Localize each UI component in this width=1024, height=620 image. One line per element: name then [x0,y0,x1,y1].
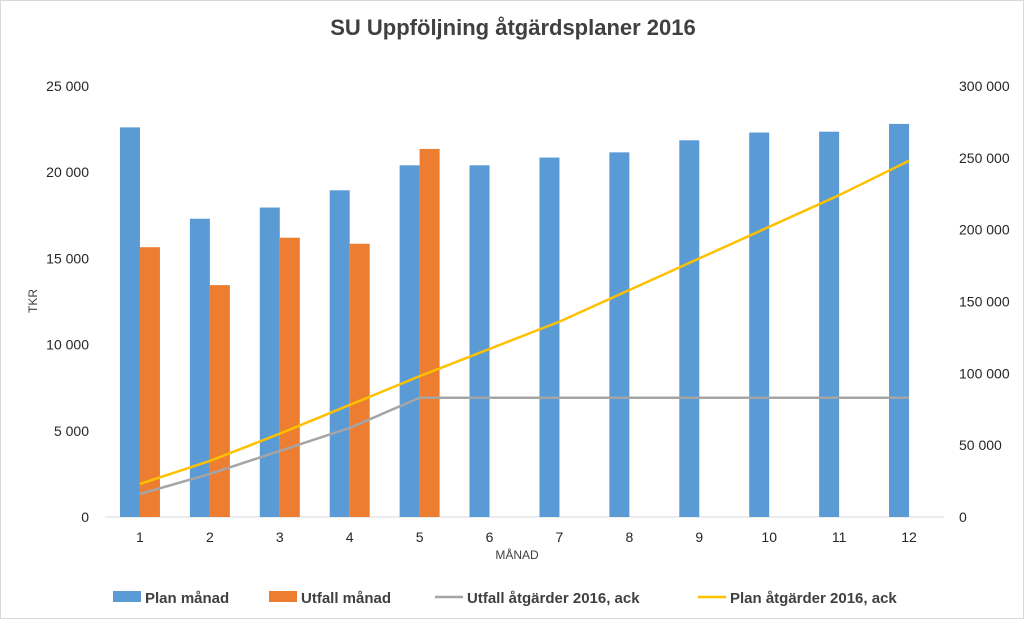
bar-utfall-manad [419,148,440,517]
x-axis-tick-label: 3 [276,529,284,545]
x-axis-tick-label: 7 [556,529,564,545]
bar-plan-manad [749,132,770,517]
left-axis-tick-label: 0 [81,509,89,525]
legend-label: Utfall åtgärder 2016, ack [467,590,640,607]
legend-swatch [269,591,297,602]
bar-plan-manad [539,157,560,517]
legend-label: Utfall månad [301,590,391,607]
bar-plan-manad [679,140,700,517]
left-axis-tick-label: 20 000 [46,164,89,180]
x-axis-tick-label: 12 [901,529,917,545]
bar-plan-manad [609,152,630,517]
left-axis-tick-label: 15 000 [46,250,89,266]
legend-label: Plan åtgärder 2016, ack [730,590,897,607]
series-line-utfall-atgarder-ack [139,396,910,496]
left-axis-ticks: 0 5 000 10 000 15 000 20 000 25 000 [46,78,89,525]
bar-plan-manad [399,165,420,517]
bar-plan-manad [119,127,140,517]
left-axis-tick-label: 5 000 [54,423,89,439]
left-axis-tick-label: 10 000 [46,337,89,353]
bar-plan-manad [819,131,840,517]
bar-utfall-manad [139,247,160,517]
x-axis-tick-label: 6 [486,529,494,545]
bar-utfall-manad [349,243,370,517]
legend-swatch [113,591,141,602]
bar-utfall-manad [279,237,300,517]
series-line-plan-atgarder-ack [139,159,910,486]
chart-title: SU Uppföljning åtgärdsplaner 2016 [330,15,696,40]
bar-plan-manad [329,190,350,517]
x-axis-tick-label: 9 [695,529,703,545]
right-axis-tick-label: 150 000 [959,294,1010,310]
bars-group [119,123,910,518]
bar-plan-manad [469,165,490,517]
bar-plan-manad [259,207,280,518]
bar-utfall-manad [209,285,230,517]
right-axis-tick-label: 100 000 [959,365,1010,381]
bar-plan-manad [189,218,210,518]
x-axis-tick-label: 1 [136,529,144,545]
x-axis-tick-label: 4 [346,529,354,545]
x-axis-tick-label: 2 [206,529,214,545]
left-axis-tick-label: 25 000 [46,78,89,94]
right-axis-ticks: 0 50 000 100 000 150 000 200 000 250 000 300 0… [959,78,1010,525]
x-axis-tick-label: 11 [832,529,847,545]
right-axis-tick-label: 200 000 [959,222,1010,238]
bar-plan-manad [889,123,910,517]
x-axis-tick-label: 10 [761,529,777,545]
right-axis-tick-label: 50 000 [959,437,1002,453]
x-axis-tick-label: 8 [625,529,633,545]
legend: Plan månad Utfall månad Utfall åtgärder 20… [113,590,897,607]
y-axis-label: TKR [26,289,40,313]
right-axis-tick-label: 0 [959,509,967,525]
x-axis-ticks: 1 2 3 4 5 6 7 8 9 10 11 12 [136,529,917,545]
right-axis-tick-label: 250 000 [959,150,1010,166]
x-axis-tick-label: 5 [416,529,424,545]
legend-label: Plan månad [145,590,229,607]
x-axis-label: MÅNAD [495,547,539,562]
right-axis-tick-label: 300 000 [959,78,1010,94]
lines-group [139,159,910,496]
